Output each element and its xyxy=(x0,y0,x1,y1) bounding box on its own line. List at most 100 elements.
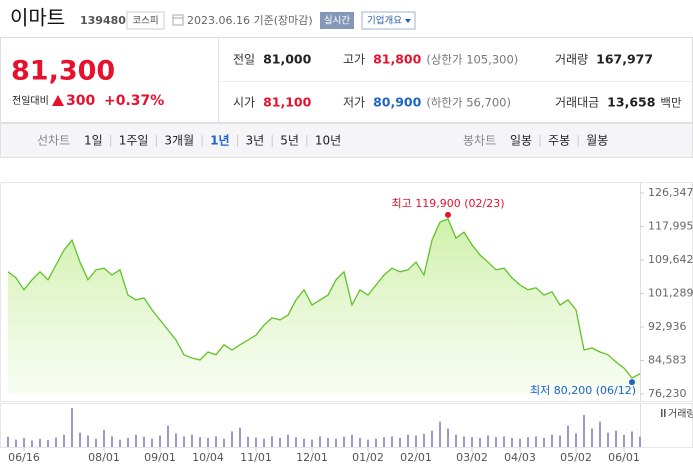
volume-bar xyxy=(263,438,265,447)
volume-bar xyxy=(247,436,249,447)
company-label[interactable]: 기업개요 xyxy=(367,15,402,27)
volume-bar xyxy=(383,437,385,447)
period-option[interactable]: 월봉 xyxy=(586,134,608,148)
change-value: 300 xyxy=(66,93,95,109)
x-tick-label: 06/01 xyxy=(608,451,640,464)
volume-bar xyxy=(87,435,89,447)
volume-bar xyxy=(479,437,481,447)
stat-value: 81,800 xyxy=(373,52,422,67)
volume-bar xyxy=(631,431,633,447)
volume-bar xyxy=(471,437,473,447)
x-tick-label: 10/04 xyxy=(192,451,224,464)
volume-bar xyxy=(231,431,233,447)
y-tick-label: 84,583 xyxy=(648,353,687,366)
volume-bar xyxy=(615,430,617,447)
period-option[interactable]: 1년 xyxy=(210,134,229,148)
volume-bar xyxy=(519,438,521,447)
stat-note: (상한가 105,300) xyxy=(426,53,518,67)
volume-bar xyxy=(295,437,297,447)
stat-value: 167,977 xyxy=(596,52,653,67)
volume-bar xyxy=(511,437,513,447)
volume-bar xyxy=(47,440,49,447)
realtime-badge[interactable] xyxy=(320,12,354,29)
x-tick-label: 08/01 xyxy=(88,451,120,464)
x-tick-label: 06/16 xyxy=(8,451,40,464)
stat-value: 81,100 xyxy=(263,95,312,110)
company-button[interactable] xyxy=(361,11,416,30)
volume-bar xyxy=(327,437,329,447)
period-group-label: 선차트 xyxy=(37,134,70,148)
volume-bar xyxy=(159,435,161,447)
volume-bar xyxy=(567,425,569,447)
volume-bar xyxy=(31,440,33,447)
volume-bar xyxy=(319,436,321,447)
volume-bar xyxy=(463,436,465,447)
volume-bar xyxy=(191,434,193,447)
volume-bar xyxy=(367,439,369,447)
volume-bar xyxy=(535,436,537,447)
volume-bar xyxy=(487,435,489,447)
stat-value: 80,900 xyxy=(373,95,422,110)
volume-bar xyxy=(583,415,585,447)
volume-bar xyxy=(423,433,425,447)
stock-code: 139480 xyxy=(80,14,126,27)
period-group-label: 봉차트 xyxy=(463,134,496,148)
volume-bar xyxy=(607,432,609,447)
legend-swatch xyxy=(661,409,663,417)
period-option[interactable]: 3개월 xyxy=(164,134,194,148)
volume-bar xyxy=(143,436,145,447)
x-tick-label: 05/02 xyxy=(560,451,592,464)
stock-name: 이마트 xyxy=(10,6,65,30)
period-option[interactable]: 주봉 xyxy=(548,134,570,148)
volume-bar xyxy=(527,437,529,447)
volume-bar xyxy=(95,438,97,447)
volume-bar xyxy=(303,438,305,447)
volume-bar xyxy=(623,434,625,447)
date-label: 2023.06.16 기준(장마감) xyxy=(187,14,313,27)
period-option[interactable]: 3년 xyxy=(246,134,265,148)
volume-bar xyxy=(151,438,153,447)
volume-bar xyxy=(503,436,505,447)
volume-bar xyxy=(63,434,65,447)
period-option[interactable]: 10년 xyxy=(315,134,341,148)
volume-bar xyxy=(375,438,377,447)
stat-note: 백만 xyxy=(660,96,682,110)
x-tick-label: 02/01 xyxy=(400,451,432,464)
volume-bar xyxy=(311,439,313,447)
volume-bar xyxy=(415,435,417,447)
volume-bar xyxy=(279,437,281,447)
volume-bar xyxy=(167,425,169,447)
volume-bar xyxy=(215,436,217,447)
volume-bar xyxy=(543,437,545,447)
realtime-label[interactable]: 실시간 xyxy=(324,16,350,27)
period-option[interactable]: 일봉 xyxy=(510,134,532,148)
volume-bar xyxy=(271,436,273,447)
x-tick-label: 03/02 xyxy=(456,451,488,464)
volume-bar xyxy=(439,421,441,447)
volume-bar xyxy=(239,427,241,447)
stat-value: 81,000 xyxy=(263,52,312,67)
dropdown-arrow[interactable] xyxy=(405,19,411,23)
period-option[interactable]: 5년 xyxy=(280,134,299,148)
calendar-icon xyxy=(172,14,184,26)
y-tick-label: 76,230 xyxy=(648,387,687,400)
period-bar xyxy=(0,123,693,158)
volume-bar xyxy=(223,438,225,447)
volume-bar xyxy=(391,436,393,447)
period-option[interactable]: 1주일 xyxy=(119,134,149,148)
annotation-label: 최저 80,200 (06/12) xyxy=(530,384,636,397)
volume-bar xyxy=(351,434,353,447)
volume-bar xyxy=(359,437,361,447)
volume-bar xyxy=(599,421,601,447)
volume-bar xyxy=(15,439,17,447)
volume-bar xyxy=(335,438,337,447)
volume-bar xyxy=(447,428,449,447)
price-line xyxy=(7,218,641,379)
period-option[interactable]: 1일 xyxy=(84,134,103,148)
volume-bar xyxy=(7,436,9,447)
x-tick-label: 04/03 xyxy=(504,451,536,464)
stat-label: 거래대금 xyxy=(555,96,599,110)
volume-bar xyxy=(591,428,593,447)
volume-bar xyxy=(399,437,401,447)
